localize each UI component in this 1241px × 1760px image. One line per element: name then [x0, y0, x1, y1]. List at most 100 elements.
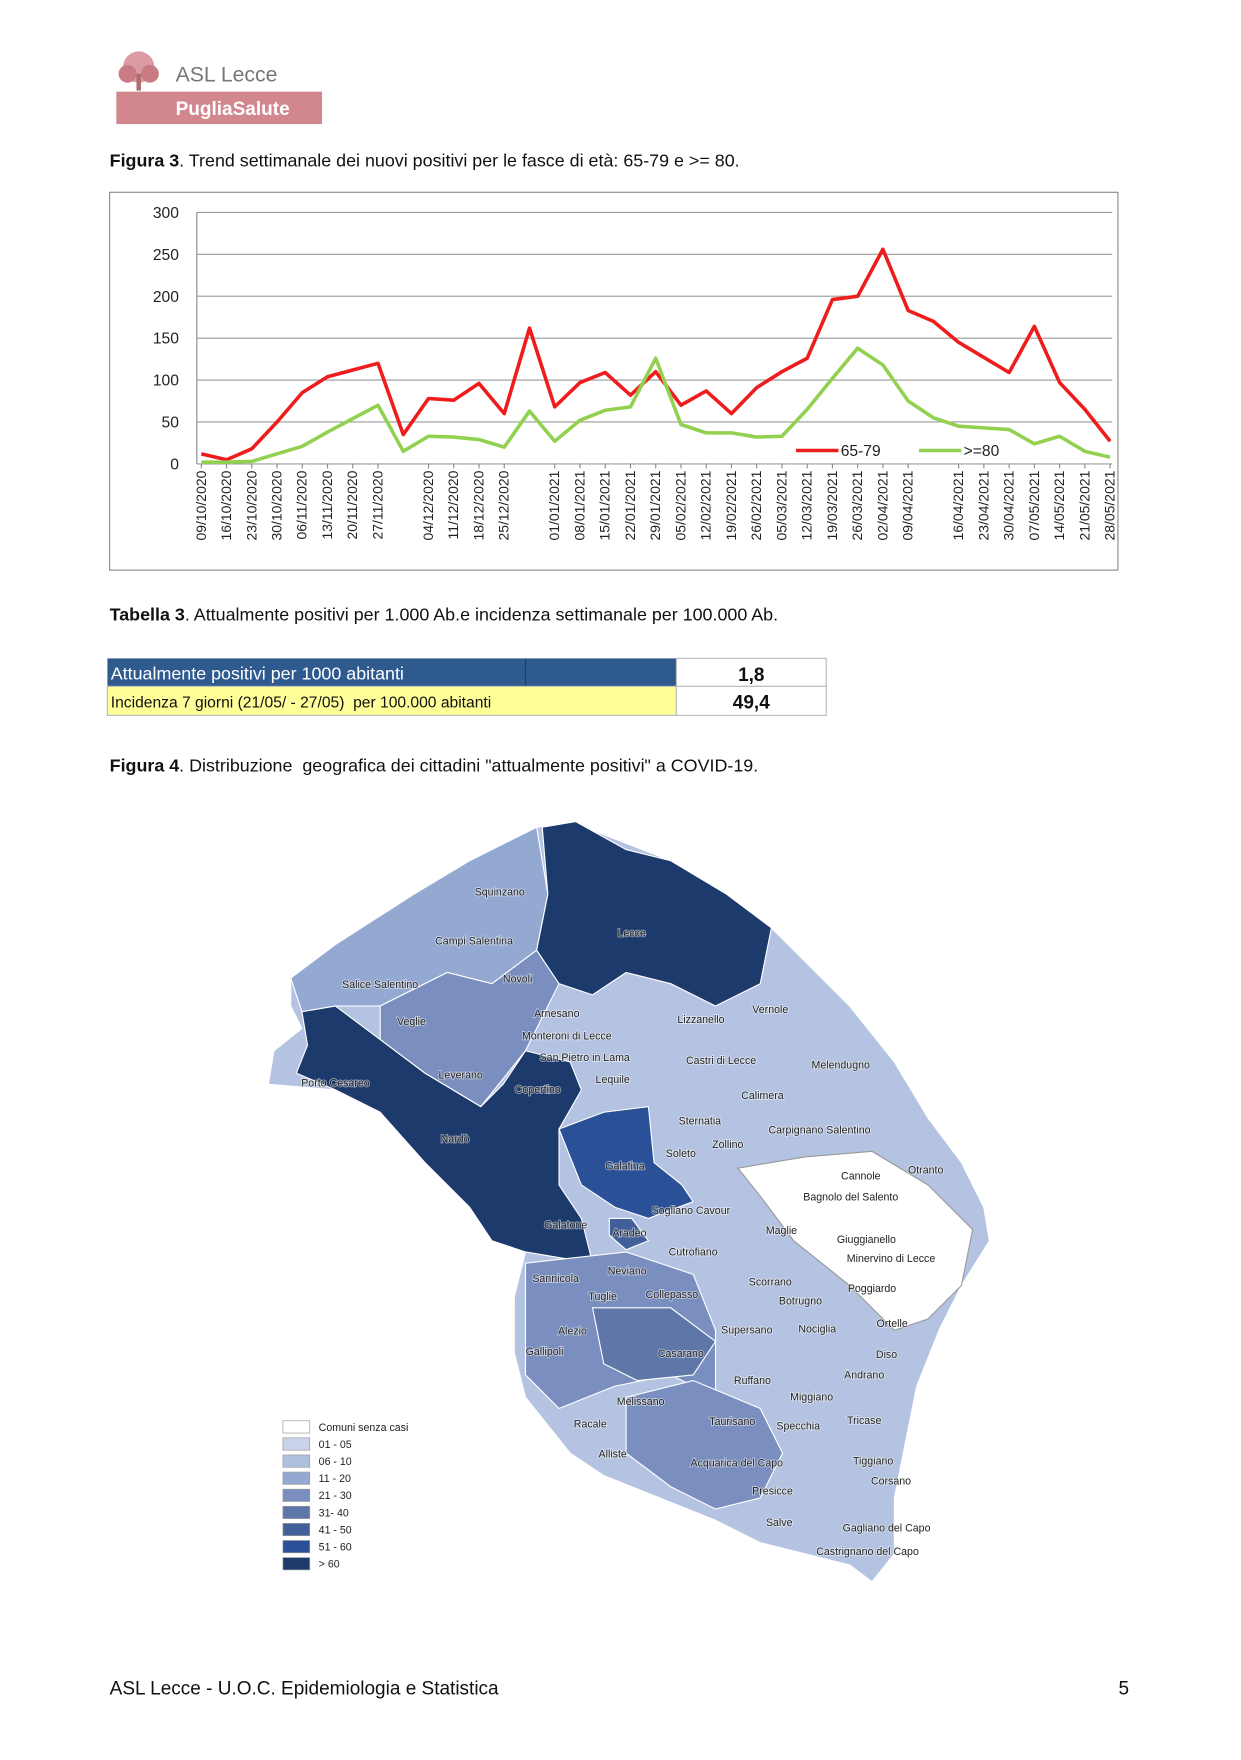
municipality-label: Sannicola	[532, 1273, 579, 1285]
x-tick-label: 05/02/2021	[672, 470, 688, 540]
legend-swatch	[282, 1557, 311, 1571]
table-text: Incidenza 7 giorni (21/05/ - 27/05) per …	[111, 695, 491, 712]
y-tick-label: 250	[153, 247, 179, 264]
table-value: 49,4	[733, 693, 770, 714]
y-tick-label: 50	[162, 415, 180, 432]
y-tick-label: 200	[153, 289, 179, 306]
map-region	[608, 1217, 650, 1251]
figure-caption: Figura 4. Distribuzione geografica dei c…	[110, 755, 759, 775]
municipality-label: Otranto	[908, 1165, 943, 1177]
x-tick-label: 16/04/2021	[950, 470, 966, 540]
municipality-label: Ruffano	[734, 1375, 771, 1387]
x-tick-label: 26/03/2021	[849, 470, 865, 540]
chart: 0 50 100 150 200 250 300 09/10/2020 16/10/2020 23…	[153, 205, 1118, 541]
y-tick-label: 150	[153, 331, 179, 348]
table-cell	[675, 685, 827, 716]
legend-label: >=80	[964, 443, 1000, 460]
x-tick-label: 29/01/2021	[647, 470, 663, 540]
municipality-label: Andrano	[844, 1369, 884, 1381]
x-tick-label: 25/12/2020	[496, 470, 512, 540]
x-tick-label: 09/10/2020	[193, 470, 209, 540]
x-tick-label: 07/05/2021	[1026, 470, 1042, 540]
municipality-label: Supersano	[721, 1325, 772, 1337]
municipality-label: San Pietro in Lama	[540, 1052, 630, 1064]
x-tick-label: 23/04/2021	[975, 470, 991, 540]
x-tick-label: 11/12/2020	[445, 470, 461, 539]
x-tick-label: 08/01/2021	[571, 470, 587, 540]
legend-label: 51 - 60	[319, 1542, 352, 1554]
series-line	[201, 346, 1111, 465]
municipality-label: Aradeo	[612, 1227, 646, 1239]
municipality-label: Bagnolo del Salento	[803, 1192, 898, 1204]
municipality-label: Novoli	[503, 974, 532, 986]
municipality-label: Porto Cesareo	[301, 1078, 370, 1090]
table-cell	[106, 685, 677, 716]
y-tick-label: 0	[170, 456, 179, 473]
municipality-label: Arnesano	[534, 1008, 580, 1020]
x-tick-label: 26/02/2021	[748, 470, 764, 540]
legend-label: 41 - 50	[319, 1524, 352, 1536]
municipality-label: Cannole	[841, 1170, 881, 1182]
municipality-label: Copertino	[515, 1084, 561, 1096]
x-tick-label: 12/03/2021	[799, 470, 815, 540]
y-tick-label: 300	[153, 205, 179, 222]
municipality-label: Soleto	[666, 1148, 696, 1160]
municipality-label: Minervino di Lecce	[847, 1253, 936, 1265]
caption-label: Figura 4	[110, 755, 180, 775]
x-tick-label: 04/12/2020	[420, 470, 436, 540]
municipality-label: Taurisano	[709, 1416, 755, 1428]
table-cell	[107, 658, 677, 687]
logo: ASL Lecce PugliaSalute	[116, 51, 323, 125]
municipality-label: Diso	[876, 1349, 897, 1361]
map-labels: Squinzano Lecce Campi Salentina Salice Sale…	[282, 886, 944, 1571]
x-tick-label: 18/12/2020	[470, 470, 486, 540]
map-region	[536, 821, 773, 1007]
municipality-label: Gallipoli	[526, 1346, 564, 1358]
municipality-label: Maglie	[766, 1225, 797, 1237]
x-tick-label: 30/04/2021	[1001, 470, 1017, 540]
logo-title: ASL Lecce	[176, 64, 278, 87]
legend-label: 21 - 30	[319, 1490, 352, 1502]
footer-text: ASL Lecce - U.O.C. Epidemiologia e Stati…	[110, 1679, 499, 1700]
municipality-label: Castri di Lecce	[686, 1055, 756, 1067]
x-tick-label: 30/10/2020	[269, 470, 285, 540]
legend-swatch	[282, 1540, 311, 1554]
municipality-label: Acquarica del Capo	[690, 1458, 783, 1470]
page-number: 5	[1119, 1679, 1130, 1700]
municipality-label: Specchia	[776, 1421, 820, 1433]
caption-text: . Trend settimanale dei nuovi positivi p…	[179, 151, 739, 171]
municipality-label: Botrugno	[779, 1296, 822, 1308]
y-tick-label: 100	[153, 373, 179, 390]
x-tick-label: 28/05/2021	[1102, 470, 1118, 540]
municipality-label: Giuggianello	[837, 1234, 896, 1246]
logo-subtitle: PugliaSalute	[176, 99, 290, 120]
municipality-label: Calimera	[741, 1090, 784, 1102]
municipality-label: Poggiardo	[848, 1283, 896, 1295]
municipality-label: Galatina	[605, 1160, 645, 1172]
municipality-label: Scorrano	[749, 1277, 792, 1289]
x-tick-label: 12/02/2021	[698, 470, 714, 540]
map-region	[591, 1307, 717, 1382]
map-region	[736, 1150, 974, 1331]
legend-swatch	[282, 1523, 311, 1537]
x-tick-label: 16/10/2020	[218, 470, 234, 540]
x-tick-label: 15/01/2021	[597, 470, 613, 540]
municipality-label: Monteroni di Lecce	[522, 1031, 612, 1043]
x-tick-label: 19/02/2021	[723, 470, 739, 540]
municipality-label: Sternatia	[679, 1116, 722, 1128]
legend-label: 01 - 05	[319, 1439, 352, 1451]
x-tick-label: 20/11/2020	[344, 470, 360, 539]
map-region	[558, 1106, 695, 1220]
municipality-label: Carpignano Salentino	[768, 1124, 870, 1136]
municipality-label: Squinzano	[475, 886, 525, 898]
x-tick-label: 23/10/2020	[243, 470, 259, 540]
legend-swatch	[282, 1505, 311, 1519]
municipality-label: Collepasso	[646, 1289, 699, 1301]
map	[267, 821, 990, 1583]
legend-label: 11 - 20	[319, 1473, 351, 1485]
municipality-label: Alliste	[599, 1449, 627, 1461]
municipality-label: Lizzanello	[677, 1014, 724, 1026]
municipality-label: Castrignano del Capo	[816, 1546, 919, 1558]
x-tick-label: 09/04/2021	[900, 470, 916, 540]
